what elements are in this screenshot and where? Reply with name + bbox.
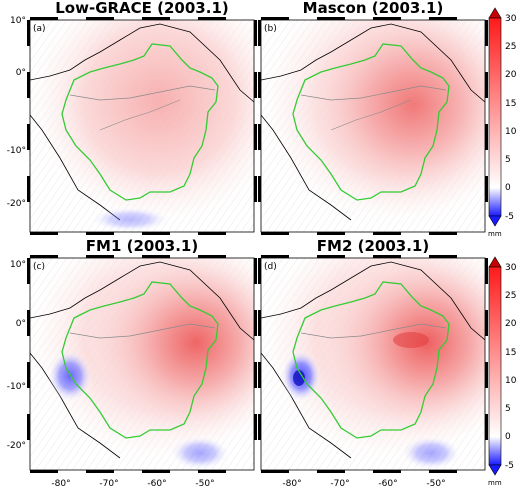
lon-tick: -80° [282, 479, 301, 489]
colorbar-unit: mm [488, 479, 502, 487]
panel-title: FM1 (2003.1) [86, 237, 198, 255]
panel-a: (a) Low-GRACE (2003.1) [27, 0, 257, 235]
lon-tick: -50° [195, 479, 214, 489]
panel-title: Mascon (2003.1) [303, 0, 444, 17]
panel-label: (a) [33, 24, 46, 34]
lat-axis-top: 10° 0° -10° -20° [7, 16, 26, 209]
river [69, 85, 216, 101]
lat-tick: -20° [7, 441, 26, 451]
colorbar-bottom: 30 25 20 15 10 5 0 -5 mm [488, 256, 517, 487]
frame-ticks [27, 255, 257, 473]
lon-axis-left: -80° -70° -60° -50° [51, 479, 214, 489]
basin-outline [61, 281, 219, 439]
svg-text:0: 0 [505, 432, 511, 442]
svg-text:-5: -5 [505, 212, 514, 222]
panel-label: (c) [33, 262, 45, 272]
frame-ticks [258, 17, 488, 235]
lat-axis-bottom: 10° 0° -10° -20° [7, 260, 26, 451]
lon-tick: -70° [330, 479, 349, 489]
basin-outline [292, 43, 450, 201]
svg-text:30: 30 [505, 14, 517, 24]
panel-c: (c) FM1 (2003.1) [27, 237, 257, 473]
svg-text:10: 10 [505, 376, 517, 386]
basin-outline [61, 43, 219, 201]
colorbar-top: 30 25 20 15 10 5 0 -5 mm [488, 7, 517, 238]
basin-outline [292, 281, 450, 439]
lat-tick: -10° [7, 382, 26, 392]
panel-b: (b) Mascon (2003.1) [258, 0, 488, 235]
lon-tick: -70° [99, 479, 118, 489]
panel-d: (d) FM2 (2003.1) [258, 237, 488, 473]
svg-text:30: 30 [505, 263, 517, 273]
colorbar-unit: mm [488, 230, 502, 238]
svg-text:25: 25 [505, 291, 516, 301]
colorbar-ticks: 30 25 20 15 10 5 0 -5 [505, 263, 517, 471]
svg-text:25: 25 [505, 42, 516, 52]
svg-text:0: 0 [505, 183, 511, 193]
colorbar-ticks: 30 25 20 15 10 5 0 -5 [505, 14, 517, 222]
coastline [30, 23, 254, 103]
lon-tick: -60° [378, 479, 397, 489]
lon-axis-right: -80° -70° -60° -50° [282, 479, 445, 489]
lat-tick: -20° [7, 199, 26, 209]
panel-title: Low-GRACE (2003.1) [55, 0, 229, 17]
lat-tick: 0° [16, 68, 26, 78]
panel-label: (d) [264, 262, 277, 272]
lon-tick: -50° [426, 479, 445, 489]
svg-text:20: 20 [505, 319, 517, 329]
lat-tick: -10° [7, 146, 26, 156]
svg-text:5: 5 [505, 155, 511, 165]
lat-tick: 0° [16, 319, 26, 329]
svg-text:-5: -5 [505, 461, 514, 471]
svg-text:5: 5 [505, 404, 511, 414]
lat-tick: 10° [10, 16, 26, 26]
svg-text:15: 15 [505, 99, 516, 109]
frame-ticks [27, 17, 257, 235]
lon-tick: -80° [51, 479, 70, 489]
panel-label: (b) [264, 24, 277, 34]
lat-tick: 10° [10, 260, 26, 270]
frame-ticks [258, 255, 488, 473]
svg-text:20: 20 [505, 70, 517, 80]
svg-text:10: 10 [505, 127, 517, 137]
svg-text:15: 15 [505, 348, 516, 358]
lon-tick: -60° [147, 479, 166, 489]
panel-title: FM2 (2003.1) [317, 237, 429, 255]
